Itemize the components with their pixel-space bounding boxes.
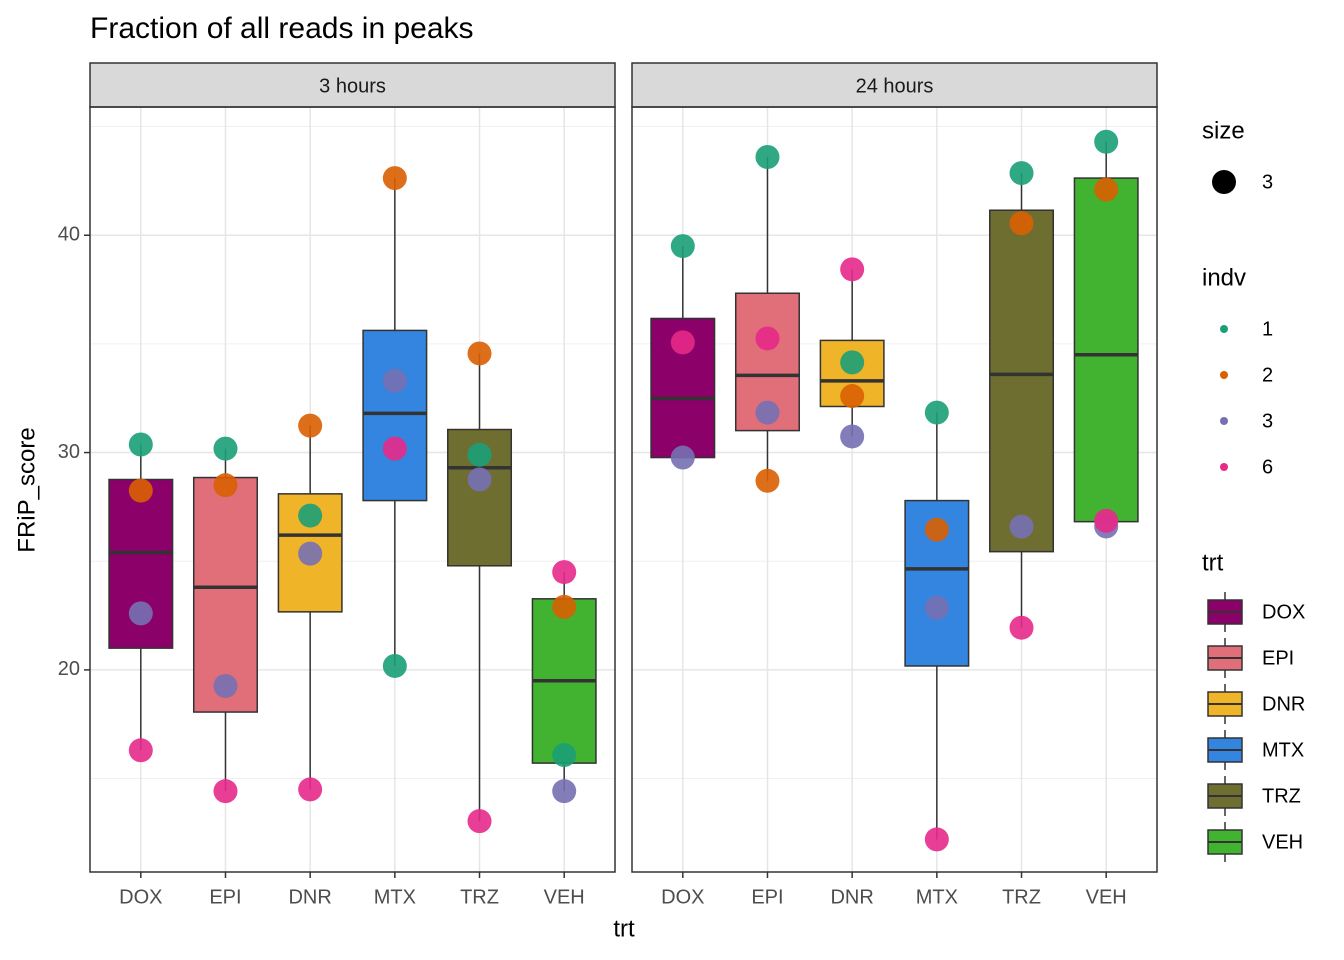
trt-legend-label: VEH xyxy=(1262,831,1303,853)
point xyxy=(467,467,492,492)
point xyxy=(840,350,865,375)
indv-legend-key xyxy=(1220,417,1228,425)
point xyxy=(670,234,695,259)
x-tick-label: MTX xyxy=(374,886,416,908)
point xyxy=(1094,177,1119,202)
point xyxy=(298,541,323,566)
y-tick-label: 30 xyxy=(58,441,80,463)
x-tick-label: VEH xyxy=(544,886,585,908)
trt-legend-label: DNR xyxy=(1262,693,1305,715)
point xyxy=(1009,161,1034,186)
point xyxy=(552,560,577,585)
point xyxy=(1009,615,1034,640)
x-tick-label: EPI xyxy=(209,886,241,908)
x-tick-label: VEH xyxy=(1086,886,1127,908)
point xyxy=(298,777,323,802)
indv-legend-key xyxy=(1220,463,1228,471)
point xyxy=(840,424,865,449)
point xyxy=(670,330,695,355)
point xyxy=(1009,514,1034,539)
y-axis-label: FRiP_score xyxy=(13,427,40,552)
box xyxy=(362,329,428,502)
point xyxy=(467,442,492,467)
size-legend-key xyxy=(1212,170,1236,194)
point xyxy=(298,503,323,528)
x-tick-label: DNR xyxy=(288,886,331,908)
point xyxy=(213,436,238,461)
indv-legend-key xyxy=(1220,371,1228,379)
point xyxy=(670,445,695,470)
trt-legend-label: TRZ xyxy=(1262,785,1301,807)
indv-legend-label: 1 xyxy=(1262,318,1273,340)
point xyxy=(755,144,780,169)
point xyxy=(213,473,238,498)
x-tick-label: EPI xyxy=(751,886,783,908)
size-legend-title: size xyxy=(1202,117,1245,144)
point xyxy=(552,779,577,804)
point xyxy=(213,673,238,698)
chart-title: Fraction of all reads in peaks xyxy=(90,12,474,45)
x-tick-label: TRZ xyxy=(460,886,499,908)
point xyxy=(924,595,949,620)
indv-legend-key xyxy=(1220,325,1228,333)
point xyxy=(552,743,577,768)
point xyxy=(382,368,407,393)
point xyxy=(755,468,780,493)
point xyxy=(382,436,407,461)
x-tick-label: DOX xyxy=(661,886,704,908)
point xyxy=(298,413,323,438)
x-tick-label: TRZ xyxy=(1002,886,1041,908)
point xyxy=(128,432,153,457)
trt-legend-label: MTX xyxy=(1262,739,1304,761)
y-tick-label: 20 xyxy=(58,658,80,680)
x-tick-label: DOX xyxy=(119,886,162,908)
x-tick-label: DNR xyxy=(830,886,873,908)
y-tick-label: 40 xyxy=(58,224,80,246)
facet-label: 3 hours xyxy=(319,75,386,97)
indv-legend-label: 3 xyxy=(1262,410,1273,432)
point xyxy=(128,738,153,763)
indv-legend-label: 6 xyxy=(1262,456,1273,478)
box xyxy=(192,476,258,713)
point xyxy=(755,326,780,351)
indv-legend-label: 2 xyxy=(1262,364,1273,386)
point xyxy=(128,478,153,503)
panel-border xyxy=(631,106,1158,873)
x-tick-label: MTX xyxy=(916,886,958,908)
point xyxy=(382,166,407,191)
point xyxy=(382,653,407,678)
box xyxy=(1073,177,1139,523)
x-axis-label: trt xyxy=(613,915,635,942)
point xyxy=(1094,129,1119,154)
point xyxy=(840,384,865,409)
facet-label: 24 hours xyxy=(856,75,934,97)
point xyxy=(755,400,780,425)
trt-legend-label: EPI xyxy=(1262,647,1294,669)
point xyxy=(128,601,153,626)
point xyxy=(924,400,949,425)
point xyxy=(467,341,492,366)
panel-border xyxy=(89,106,616,873)
point xyxy=(1009,211,1034,236)
point xyxy=(213,779,238,804)
trt-legend-label: DOX xyxy=(1262,601,1305,623)
point xyxy=(840,257,865,282)
box xyxy=(989,209,1055,553)
point xyxy=(552,594,577,619)
size-legend-label: 3 xyxy=(1262,171,1273,193)
trt-legend-title: trt xyxy=(1202,549,1224,576)
point xyxy=(924,517,949,542)
indv-legend-title: indv xyxy=(1202,264,1246,291)
point xyxy=(1094,508,1119,533)
point xyxy=(467,809,492,834)
point xyxy=(924,827,949,852)
